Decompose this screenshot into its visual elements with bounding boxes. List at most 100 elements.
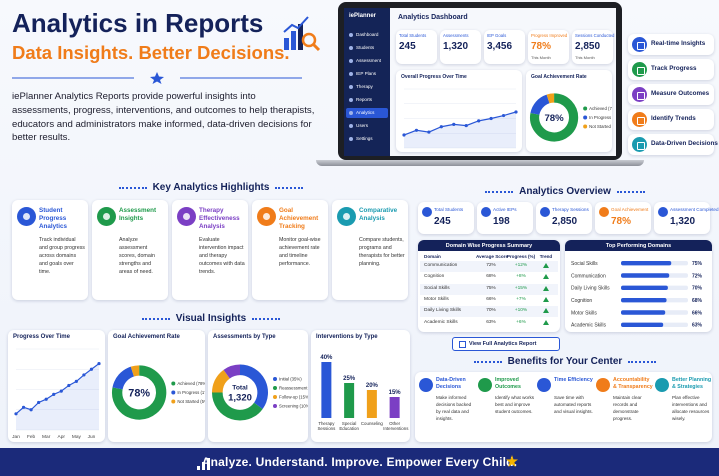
chart-title: Interventions by Type [316,334,378,340]
feature-item: Identify Trends [628,109,714,130]
icon [478,378,492,392]
legend-swatch [273,377,277,381]
benefit-text: Identify what works best and improve stu… [495,395,535,414]
menu-label: IEP Plans [356,71,377,76]
menu-label: Analytics [356,110,375,115]
table-header-bar [418,240,560,251]
overview-kpi: Therapy Sessions 2,850 [536,202,592,234]
bar-value-label: 25% [343,376,356,382]
feature-label: Data-Driven Decisions [651,140,718,147]
bar-value-label: 20% [366,383,379,389]
menu-item: Students [346,43,388,53]
line-area [404,112,516,148]
bar-category: Motor Skills [571,310,597,316]
highlight-title: Comparative Analysis [359,207,398,222]
table-cell: 63% [486,319,496,325]
icon-glyph [342,212,350,220]
legend-label: Achieved (78%) [589,106,612,111]
bar-category: Academic Skills [571,323,607,329]
kpi-label: Goal Achievement [611,207,649,212]
donut-slice [212,392,263,421]
legend-label: Screening (10%) [279,404,308,409]
bar-value-label: 68% [692,298,703,304]
chart-panel: Goal Achievement Rate 78% Achieved (78%) In… [526,70,612,152]
title: Analytics in Reports [12,8,264,38]
donut-center-label: 78% [128,387,150,399]
kpi-value: 3,456 [487,41,513,52]
table-cell: Communication [424,263,458,268]
legend-swatch [583,115,588,120]
trend-arrow [543,296,549,302]
title-icon [283,16,321,52]
highlight-card: Student Progress Analytics Track individu… [12,200,88,300]
menu-item: Dashboard [346,30,388,40]
row-stripe [420,283,558,295]
icon [349,46,353,50]
line-point [37,400,41,405]
line-point [82,373,86,377]
line-point [44,397,48,401]
table-cell: 75% [486,285,496,291]
footer-icon-bar [197,466,200,470]
kpi-value: 198 [493,216,510,227]
kpi-value: 78% [611,216,632,227]
chart-title: Top Performing Domains [605,242,672,249]
highlight-card: Assessment Insights Analyze assessment sc… [92,200,168,300]
trend-arrow [543,274,549,280]
subtitle: Data Insights. Better Decisions. [12,42,290,63]
table-cell: Social Skills [424,285,450,291]
highlight-title: Student Progress Analytics [39,207,67,230]
icon [658,207,668,217]
table-cell: Daily Living Skills [424,308,462,314]
overview-kpi: Active IEPs 198 [477,202,533,234]
bar [621,310,666,315]
chart-panel: Progress Over Time Jan Feb Mar Apr May Jun [8,330,105,442]
benefit-text: Make informed decisions backed by real d… [436,395,472,421]
bar [621,322,664,328]
menu-label: Dashboard [356,32,379,37]
bar-value-label: 40% [320,355,333,361]
footer-icon-bar [207,458,210,470]
kpi-label: Progress Improved [531,33,568,38]
menu-item: Therapy [346,82,388,92]
table-cell: 70% [486,308,496,314]
table-cell: +7% [516,296,526,302]
icon [419,378,433,392]
screen: iePlanner Dashboard Students Assessment IEP … [344,8,616,156]
chart-title: Goal Achievement Rate [531,74,587,80]
icon [349,98,353,102]
highlight-text: Analyze assessment scores, domain streng… [119,237,155,275]
legend-label: Reassessment (40%) [279,386,308,391]
chart-panel: Overall Progress Over Time [396,70,522,152]
table-cell: +12% [514,263,528,268]
feature-item: Real-time Insights [628,34,714,55]
feature-item: Data-Driven Decisions [628,134,718,155]
line-point [21,405,26,409]
report-button[interactable]: View Full Analytics Report [452,337,560,351]
x-tick-label: Apr [58,434,66,440]
icon [349,85,353,89]
x-tick-label: Mar [42,434,51,440]
line-point [439,125,443,129]
donut-slice [212,369,231,393]
table-cell: 66% [486,296,496,302]
overview-kpi: Assessment Completed 1,320 [654,202,719,234]
line-point [402,133,406,137]
menu-item: Settings [346,134,388,144]
kpi-card: Progress Improved 78% This Month [528,30,569,64]
table-cell: +15% [514,285,528,291]
menu-item: Reports [346,95,388,105]
chart-title: Overall Progress Over Time [401,74,467,80]
line-point [97,361,101,366]
overview-kpi: Goal Achievement 78% [595,202,651,234]
bar-value-label: 72% [692,273,703,279]
bar-category: Cognition [571,298,592,304]
icon [537,378,551,392]
icon-glyph [262,212,270,220]
icon [349,59,353,63]
icon-glyph [22,212,30,220]
icon [655,378,669,392]
menu-item: Assessment [346,56,388,66]
icon-glyph [636,141,645,150]
